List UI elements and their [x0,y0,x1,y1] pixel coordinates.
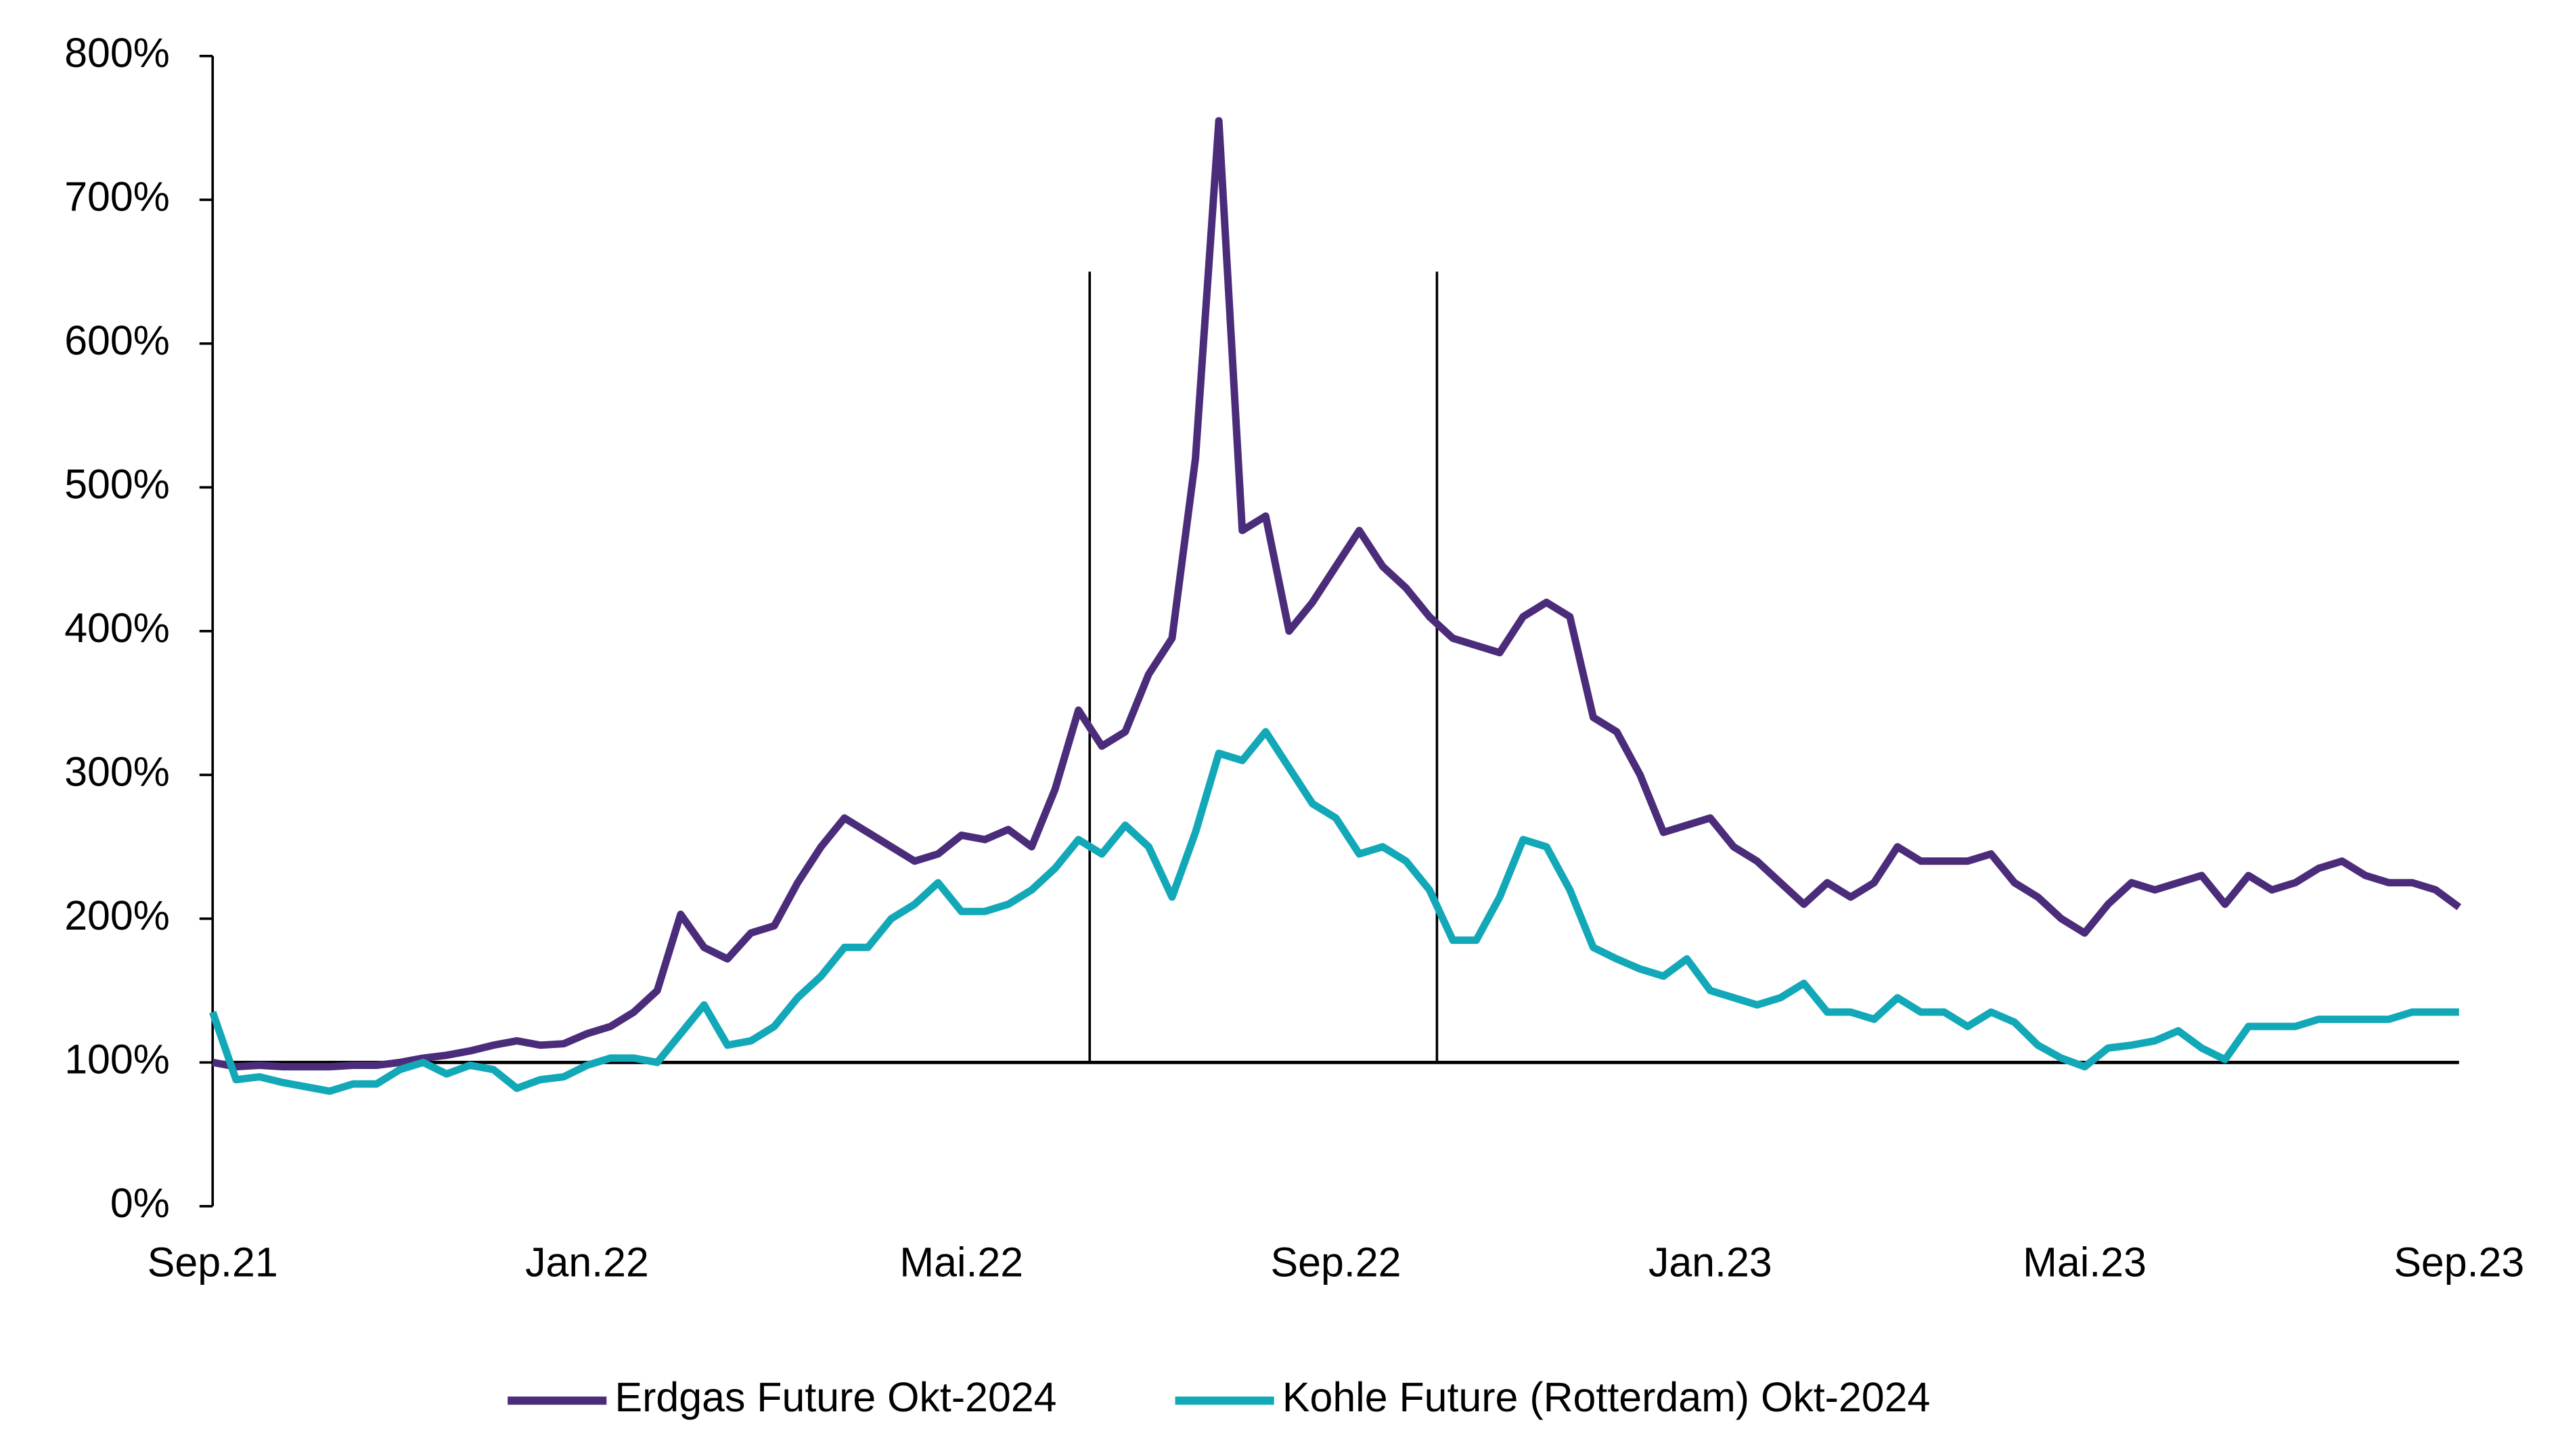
y-tick-label: 200% [64,892,170,938]
x-tick-label: Sep.22 [1271,1239,1401,1286]
series-line [212,116,2462,1071]
x-tick-label: Jan.22 [525,1239,649,1286]
y-tick-label: 500% [64,461,170,507]
x-tick-label: Mai.22 [899,1239,1023,1286]
y-tick-label: 800% [64,30,170,76]
y-tick-label: 300% [64,748,170,794]
y-tick-label: 400% [64,605,170,651]
y-tick-label: 100% [64,1036,170,1082]
y-tick-label: 700% [64,173,170,219]
x-tick-label: Mai.23 [2023,1239,2147,1286]
series-line [209,728,2459,1095]
x-tick-label: Sep.21 [148,1239,278,1286]
y-tick-label: 600% [64,317,170,363]
x-tick-label: Jan.23 [1648,1239,1772,1286]
y-tick-label: 0% [110,1180,170,1226]
legend-label: Kohle Future (Rotterdam) Okt-2024 [1282,1374,1931,1420]
legend-label: Erdgas Future Okt-2024 [614,1374,1056,1420]
x-tick-label: Sep.23 [2394,1239,2524,1286]
